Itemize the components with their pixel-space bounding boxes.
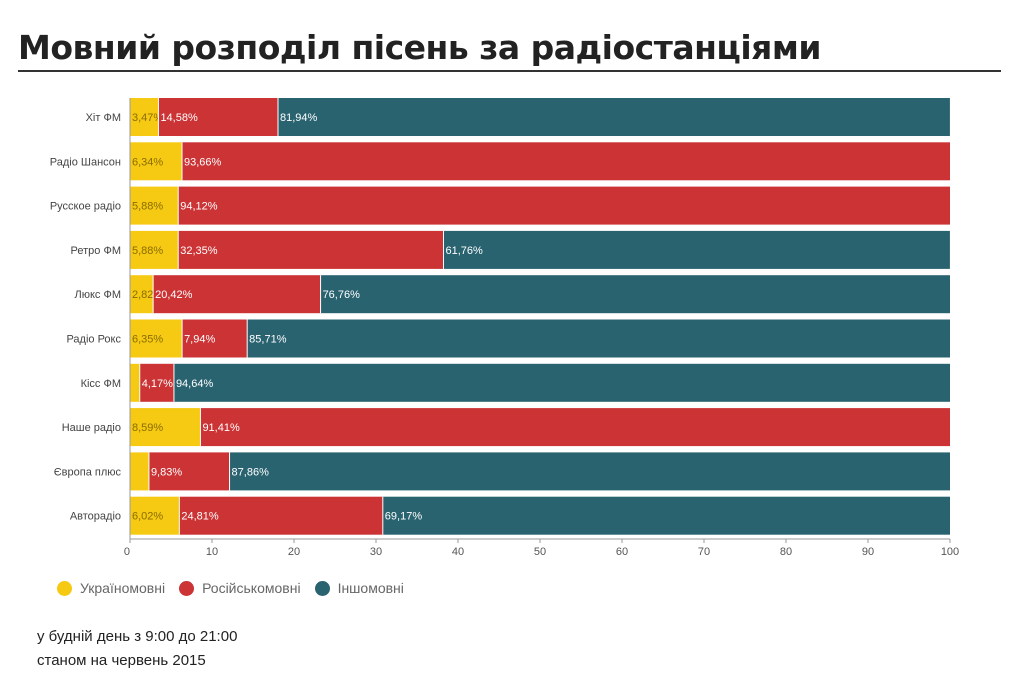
bar-segment (148, 452, 230, 491)
x-tick-label: 10 (206, 546, 218, 558)
legend-marker-ukrainian (57, 580, 72, 596)
bar-segment (178, 230, 444, 269)
x-tick-label: 0 (124, 546, 130, 558)
bar-segment (278, 98, 950, 136)
data-label: 7,94% (184, 334, 215, 346)
data-label: 2,82 (132, 289, 153, 301)
x-tick-label: 80 (780, 546, 792, 558)
bar-segment (130, 408, 201, 447)
bar-segment (130, 275, 154, 314)
data-label: 69,17% (385, 511, 423, 523)
x-tick-label: 90 (862, 546, 874, 558)
legend-item-russian[interactable]: Російськомовні (179, 580, 301, 596)
category-label: Радіо Рокс (66, 334, 121, 346)
data-label: 91,41% (202, 422, 240, 434)
x-tick-label: 60 (616, 546, 628, 558)
bar-segment (130, 319, 183, 358)
bar-segment (320, 275, 950, 314)
category-label: Кісс ФМ (81, 378, 121, 390)
data-label: 61,76% (445, 245, 483, 257)
x-tick-label: 20 (288, 546, 300, 558)
data-label: 87,86% (232, 466, 270, 478)
bar-segment (178, 186, 951, 225)
stacked-bar-chart: Хіт ФМ 3,47%14,58% 81,94% Радіо Шансон 6,34%… (50, 98, 959, 558)
bar-segment (382, 496, 950, 535)
data-label: 9,83% (151, 466, 182, 478)
data-label: 93,66% (184, 156, 222, 168)
data-label: 8,59% (132, 422, 163, 434)
data-label: 81,94% (280, 112, 318, 124)
data-label: 20,42% (155, 289, 193, 301)
note-weekday-hours: у будній день з 9:00 до 21:00 (37, 628, 238, 645)
bar-segment (200, 408, 950, 447)
data-label: 4,17% (142, 378, 173, 390)
category-label: Європа плюс (54, 466, 122, 478)
title-divider (18, 70, 1001, 72)
legend-label-ukrainian: Україномовні (80, 580, 166, 596)
legend-label-other: Іншомовні (337, 580, 404, 596)
category-label: Ретро ФМ (71, 245, 121, 257)
category-label: Люкс ФМ (75, 289, 122, 301)
data-label: 3,47% (132, 112, 163, 124)
legend-item-ukrainian[interactable]: Україномовні (57, 580, 165, 596)
data-label: 14,58% (160, 112, 198, 124)
bar-segment (153, 275, 321, 314)
bar-segment (130, 230, 179, 269)
data-label: 24,81% (181, 511, 219, 523)
bar-segment (181, 142, 951, 181)
bar-segment (229, 452, 951, 491)
bar-segment (247, 319, 950, 358)
data-label: 5,88% (132, 245, 163, 257)
bar-segment (130, 363, 140, 402)
bar-segment (173, 363, 950, 402)
data-label: 6,34% (132, 156, 163, 168)
bar-segment (179, 496, 383, 535)
legend-marker-other (314, 580, 330, 596)
x-tick-label: 70 (698, 546, 710, 558)
bar-segment (130, 186, 179, 225)
legend-marker-russian (179, 580, 195, 596)
x-tick-label: 100 (941, 546, 959, 558)
category-label: Наше радіо (62, 422, 121, 434)
bar-segment (130, 142, 182, 181)
x-tick-label: 50 (534, 546, 546, 558)
bar-segment (182, 319, 248, 358)
data-label: 6,35% (132, 334, 163, 346)
bar-segment (139, 363, 174, 402)
x-tick-label: 30 (370, 546, 382, 558)
data-label: 6,02% (132, 511, 163, 523)
bar-segment (443, 230, 950, 269)
x-tick-label: 40 (452, 546, 464, 558)
bar-segment (130, 496, 180, 535)
legend-item-other[interactable]: Іншомовні (314, 580, 404, 596)
bar-segment (130, 98, 159, 136)
data-label: 5,88% (132, 201, 163, 213)
data-label: 85,71% (249, 334, 287, 346)
data-label: 94,12% (180, 201, 218, 213)
category-label: Радіо Шансон (50, 156, 121, 168)
bar-segment (130, 452, 149, 491)
bar-segment (158, 98, 279, 136)
note-as-of-date: станом на червень 2015 (37, 652, 206, 669)
legend: Україномовні Російськомовні Іншомовні (57, 580, 404, 596)
chart-title: Мовний розподіл пісень за радіостанціями (18, 28, 821, 67)
data-label: 32,35% (180, 245, 218, 257)
category-label: Авторадіо (70, 511, 121, 523)
category-label: Русское радіо (50, 201, 121, 213)
data-label: 94,64% (176, 378, 214, 390)
legend-label-russian: Російськомовні (202, 580, 301, 596)
data-label: 76,76% (323, 289, 361, 301)
category-label: Хіт ФМ (86, 112, 121, 124)
